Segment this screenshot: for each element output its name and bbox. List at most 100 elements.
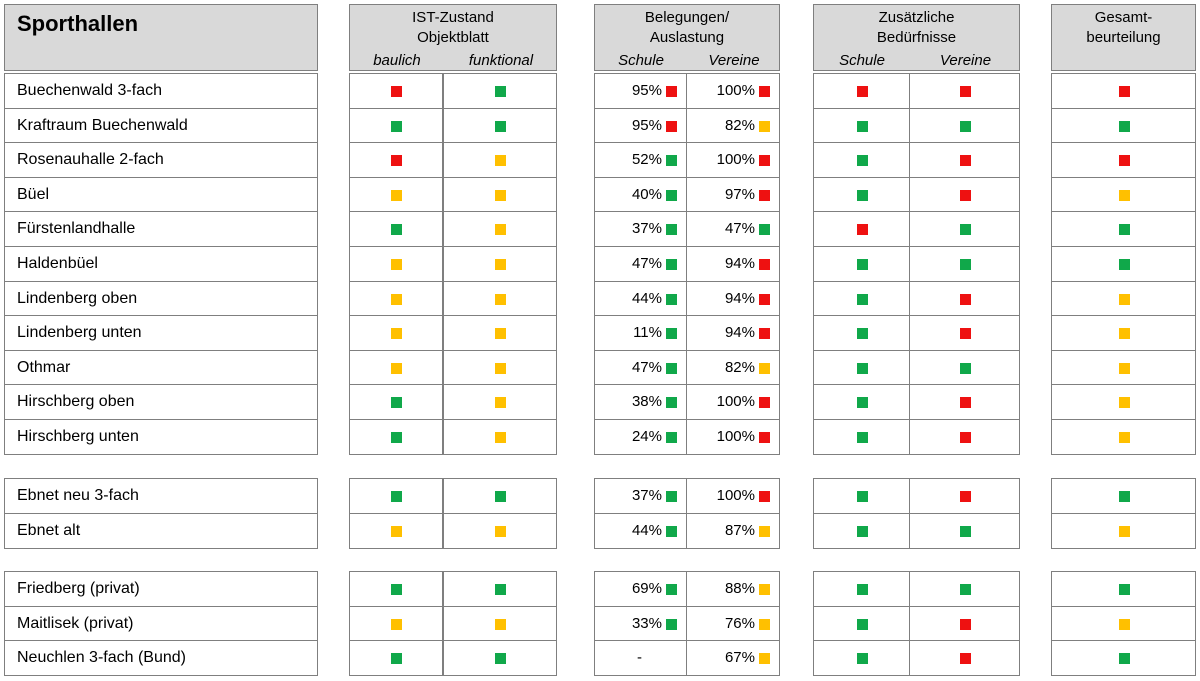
baulich-cell	[349, 315, 443, 351]
beduerfnis-schule-cell	[813, 350, 910, 386]
green-status-indicator	[857, 619, 868, 630]
green-status-indicator	[666, 397, 677, 408]
green-status-indicator	[391, 653, 402, 664]
belegung-schule-cell: 37%	[594, 211, 687, 247]
red-status-indicator	[960, 294, 971, 305]
facility-name: Ebnet alt	[17, 522, 81, 539]
green-status-indicator	[857, 653, 868, 664]
red-status-indicator	[857, 86, 868, 97]
baulich-cell	[349, 384, 443, 420]
funktional-cell	[443, 73, 557, 109]
percentage-value: 95%	[631, 117, 662, 134]
facility-name-cell: Neuchlen 3-fach (Bund)	[4, 640, 318, 676]
beduerfnis-schule-cell	[813, 177, 910, 213]
yellow-status-indicator	[495, 259, 506, 270]
facility-name-cell: Büel	[4, 177, 318, 213]
percentage-value: 24%	[631, 428, 662, 445]
header-ist-baulich: baulich	[373, 52, 421, 69]
facility-name-cell: Hirschberg oben	[4, 384, 318, 420]
belegung-schule-cell: 37%	[594, 478, 687, 514]
beduerfnis-vereine-cell	[909, 142, 1020, 178]
header-bel-schule: Schule	[618, 52, 664, 69]
yellow-status-indicator	[759, 363, 770, 374]
yellow-status-indicator	[495, 328, 506, 339]
green-status-indicator	[960, 224, 971, 235]
percentage-value: 82%	[724, 359, 755, 376]
beduerfnis-schule-cell	[813, 419, 910, 455]
beduerfnis-schule-cell	[813, 142, 910, 178]
green-status-indicator	[857, 294, 868, 305]
percentage-value: 100%	[716, 393, 755, 410]
beduerfnis-schule-cell	[813, 108, 910, 144]
header-bed-line1: Zusätzliche	[878, 9, 955, 26]
belegung-schule-cell: 69%	[594, 571, 687, 607]
red-status-indicator	[960, 155, 971, 166]
beduerfnis-vereine-cell	[909, 315, 1020, 351]
beduerfnis-vereine-cell	[909, 350, 1020, 386]
header-bel-vereine: Vereine	[708, 52, 760, 69]
belegung-vereine-cell: 100%	[686, 142, 780, 178]
green-status-indicator	[960, 259, 971, 270]
green-status-indicator	[391, 432, 402, 443]
header-belegungen: Belegungen/ Auslastung Schule Vereine	[594, 4, 780, 71]
percentage-value: 100%	[716, 82, 755, 99]
facility-name-cell: Lindenberg oben	[4, 281, 318, 317]
red-status-indicator	[759, 397, 770, 408]
red-status-indicator	[960, 653, 971, 664]
percentage-value: 87%	[724, 522, 755, 539]
funktional-cell	[443, 350, 557, 386]
yellow-status-indicator	[495, 363, 506, 374]
beduerfnis-vereine-cell	[909, 419, 1020, 455]
funktional-cell	[443, 108, 557, 144]
yellow-status-indicator	[495, 526, 506, 537]
yellow-status-indicator	[495, 294, 506, 305]
gesamtbeurteilung-cell	[1051, 384, 1196, 420]
beduerfnis-vereine-cell	[909, 513, 1020, 549]
red-status-indicator	[960, 86, 971, 97]
green-status-indicator	[666, 363, 677, 374]
beduerfnis-schule-cell	[813, 478, 910, 514]
yellow-status-indicator	[1119, 328, 1130, 339]
gesamtbeurteilung-cell	[1051, 640, 1196, 676]
red-status-indicator	[759, 86, 770, 97]
facility-name: Ebnet neu 3-fach	[17, 487, 139, 504]
facility-name-cell: Fürstenlandhalle	[4, 211, 318, 247]
funktional-cell	[443, 513, 557, 549]
beduerfnis-vereine-cell	[909, 571, 1020, 607]
yellow-status-indicator	[391, 328, 402, 339]
green-status-indicator	[666, 491, 677, 502]
baulich-cell	[349, 513, 443, 549]
facility-name-cell: Friedberg (privat)	[4, 571, 318, 607]
percentage-value: -	[637, 649, 642, 666]
percentage-value: 44%	[631, 522, 662, 539]
yellow-status-indicator	[495, 432, 506, 443]
yellow-status-indicator	[1119, 397, 1130, 408]
belegung-schule-cell: 47%	[594, 246, 687, 282]
gesamtbeurteilung-cell	[1051, 513, 1196, 549]
percentage-value: 47%	[724, 220, 755, 237]
facility-name-cell: Kraftraum Buechenwald	[4, 108, 318, 144]
header-bed-vereine: Vereine	[939, 52, 992, 69]
facility-name: Friedberg (privat)	[17, 580, 140, 597]
baulich-cell	[349, 571, 443, 607]
belegung-vereine-cell: 100%	[686, 419, 780, 455]
beduerfnis-schule-cell	[813, 384, 910, 420]
baulich-cell	[349, 606, 443, 642]
green-status-indicator	[666, 155, 677, 166]
belegung-schule-cell: 47%	[594, 350, 687, 386]
red-status-indicator	[759, 155, 770, 166]
yellow-status-indicator	[495, 155, 506, 166]
gesamtbeurteilung-cell	[1051, 419, 1196, 455]
baulich-cell	[349, 108, 443, 144]
yellow-status-indicator	[495, 190, 506, 201]
funktional-cell	[443, 384, 557, 420]
belegung-vereine-cell: 82%	[686, 108, 780, 144]
yellow-status-indicator	[1119, 526, 1130, 537]
green-status-indicator	[666, 294, 677, 305]
beduerfnis-schule-cell	[813, 315, 910, 351]
green-status-indicator	[960, 121, 971, 132]
header-bed-line2: Bedürfnisse	[876, 29, 957, 46]
facility-name: Lindenberg unten	[17, 324, 142, 341]
belegung-schule-cell: 95%	[594, 73, 687, 109]
funktional-cell	[443, 419, 557, 455]
